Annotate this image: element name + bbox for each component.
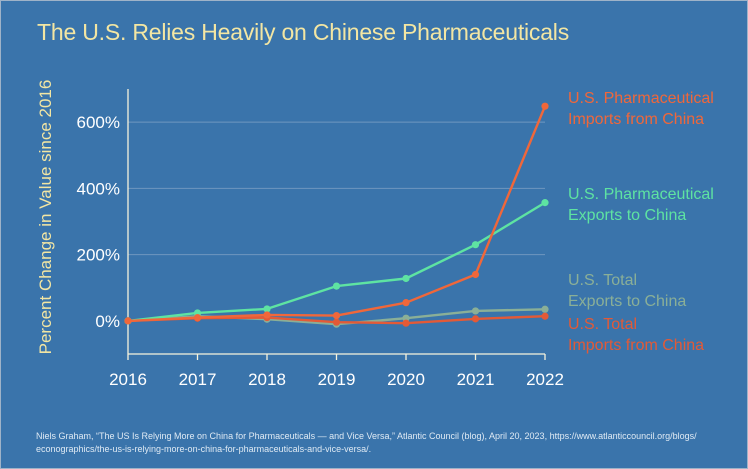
series-3-point-4 xyxy=(402,319,410,327)
series-label-0-line-0: U.S. Pharmaceutical xyxy=(568,90,714,107)
series-label-0: U.S. Pharmaceutical Imports from China xyxy=(568,90,714,128)
y-tick-label-2: 400% xyxy=(77,179,120,198)
x-tick-label-3: 2019 xyxy=(318,370,356,389)
y-axis-label: Percent Change in Value since 2016 xyxy=(36,80,55,355)
series-0-point-6 xyxy=(541,102,549,110)
series-1-point-3 xyxy=(332,282,341,290)
series-0-point-2 xyxy=(263,311,271,319)
series-label-3-line-1: Imports from China xyxy=(568,337,704,354)
series-label-1-line-1: Exports to China xyxy=(568,207,686,224)
series-1-point-2 xyxy=(263,305,271,313)
source-line-2: econographics/the-us-is-relying-more-on-… xyxy=(36,444,372,454)
series-label-2-line-0: U.S. Total xyxy=(568,272,637,289)
series-1-point-5 xyxy=(471,241,480,249)
x-tick-label-0: 2016 xyxy=(109,370,147,389)
series-3-point-5 xyxy=(471,315,480,323)
x-tick-label-4: 2020 xyxy=(387,370,425,389)
series-2-point-6 xyxy=(541,305,549,313)
chart-title: The U.S. Relies Heavily on Chinese Pharm… xyxy=(37,19,570,45)
series-line-1 xyxy=(126,201,547,323)
series-label-1-line-0: U.S. Pharmaceutical xyxy=(568,186,714,203)
source-line-1: Niels Graham, “The US Is Relying More on… xyxy=(36,431,697,441)
series-label-3-line-0: U.S. Total xyxy=(568,316,637,333)
line-chart: 0% 200% 400% 600% 2016 2017 2018 2019 2020 2021 20… xyxy=(36,80,714,389)
series-label-1: U.S. Pharmaceutical Exports to China xyxy=(568,186,714,224)
y-tick-label-0: 0% xyxy=(95,312,120,331)
series-0-point-5 xyxy=(471,270,480,279)
series-1-point-6 xyxy=(541,199,549,207)
x-tick-label-5: 2021 xyxy=(457,370,495,389)
series-2-point-5 xyxy=(471,307,480,315)
series-0-point-0 xyxy=(124,317,132,325)
series-0-point-1 xyxy=(193,313,202,322)
series-1-point-4 xyxy=(402,274,410,283)
y-tick-label-3: 600% xyxy=(77,113,120,132)
x-tick-label-6: 2022 xyxy=(526,370,564,389)
series-label-2: U.S. Total Exports to China xyxy=(568,272,686,310)
series-label-2-line-1: Exports to China xyxy=(568,293,686,310)
x-tick-label-1: 2017 xyxy=(179,370,217,389)
series-label-0-line-1: Imports from China xyxy=(568,111,704,128)
series-3-point-3 xyxy=(332,318,341,326)
series-0-point-3 xyxy=(332,311,341,320)
y-tick-label-1: 200% xyxy=(77,246,120,265)
series-2-point-4 xyxy=(402,314,410,322)
source-citation: Niels Graham, “The US Is Relying More on… xyxy=(36,430,736,456)
series-3-point-6 xyxy=(541,312,549,320)
series-label-3: U.S. Total Imports from China xyxy=(568,316,704,354)
x-tick-label-2: 2018 xyxy=(248,370,286,389)
series-0-point-4 xyxy=(402,299,410,307)
